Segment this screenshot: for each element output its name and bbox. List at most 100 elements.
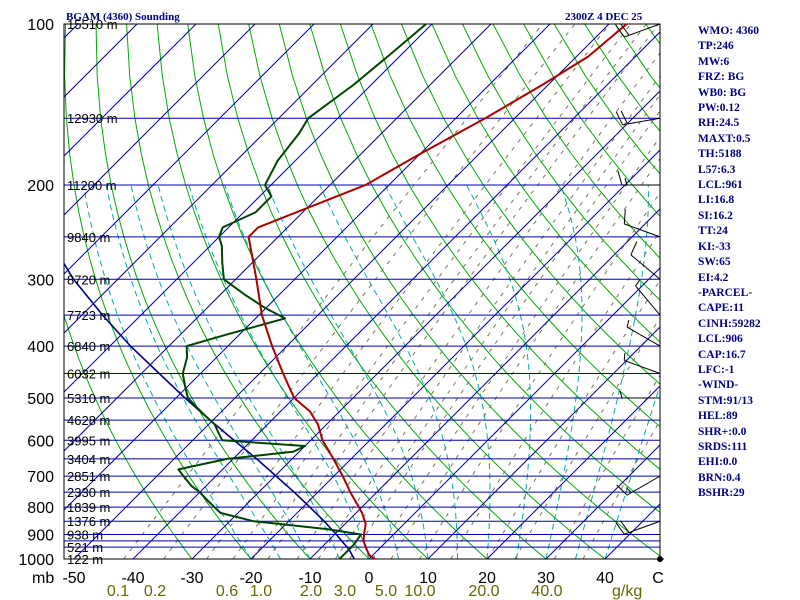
isotherm-line (0, 24, 19, 559)
index-item: LCL:906 (698, 333, 743, 346)
height-label: 9840 m (67, 230, 110, 245)
height-label: 2851 m (67, 469, 110, 484)
height-label: 7723 m (67, 308, 110, 323)
moist-adiabat-line (130, 184, 311, 559)
temperature-tick-label: -40 (121, 570, 144, 587)
mixing-ratio-tick-label: 10.0 (404, 583, 435, 600)
pressure-tick-label: 1000 (18, 552, 54, 569)
temperature-tick-label: 20 (478, 570, 496, 587)
index-item: TT:24 (698, 225, 728, 238)
moist-adiabat-line (224, 184, 399, 559)
isobars (63, 23, 661, 560)
moist-adiabat-line (466, 184, 532, 559)
index-item: MAXT:0.5 (698, 132, 751, 145)
index-item: RH:24.5 (698, 117, 740, 130)
wind-barb-staff (622, 117, 661, 126)
isotherm-line (64, 24, 197, 157)
wind-barb-half-feather (619, 390, 623, 399)
chart-title: BGAM (4360) Sounding (66, 11, 180, 23)
pressure-tick-label: 900 (27, 528, 54, 545)
mixing-ratio-tick-label: 0.2 (144, 583, 166, 600)
pressure-tick-label: 300 (27, 272, 54, 289)
pressure-tick-label: 200 (27, 178, 54, 195)
wind-barb-feather (630, 241, 638, 256)
index-item: -WIND- (698, 379, 739, 392)
index-item: BRN:0.4 (698, 471, 741, 484)
wind-barb-staff (635, 285, 661, 316)
wind-barb-feather (623, 209, 626, 224)
wind-barb-half-feather (624, 177, 628, 186)
height-label: 4628 m (67, 413, 110, 428)
sounding-indices: WMO: 4360 TP:246 MW:6 FRZ: BG WB0: BG PW:0.12… (698, 24, 798, 502)
height-label: 122 m (67, 552, 103, 567)
pressure-tick-label: 100 (27, 17, 54, 34)
temperature-tick-label: 0 (365, 570, 374, 587)
index-item: LFC:-1 (698, 363, 735, 376)
mixing-ratio-unit-label: g/kg (612, 583, 642, 600)
isotherms (0, 24, 660, 559)
isotherm-line (427, 326, 660, 559)
isotherm-line (64, 24, 492, 452)
wind-barb-feather (615, 111, 624, 126)
temperature-tick-label: 30 (537, 570, 555, 587)
wind-barb-feather (620, 23, 630, 36)
wind-barb-feather (617, 170, 623, 186)
index-item: FRZ: BG (698, 71, 745, 84)
pressure-tick-label: 700 (27, 469, 54, 486)
pressure-tick-label: 400 (27, 339, 54, 356)
pressure-tick-label: 600 (27, 433, 54, 450)
temperature-unit-label: C (652, 570, 664, 587)
wind-barb-feather (615, 522, 625, 535)
height-label: 6032 m (67, 366, 110, 381)
wind-barb-staff (624, 360, 661, 374)
index-item: PW:0.12 (698, 102, 740, 115)
isotherm-line (191, 90, 660, 559)
index-item: -PARCEL- (698, 286, 753, 299)
index-item: TH:5188 (698, 148, 742, 161)
index-item: CAP:16.7 (698, 348, 746, 361)
wind-barb-feather (615, 24, 625, 38)
mixing-ratio-tick-label: 0.1 (107, 583, 129, 600)
isotherm-line (64, 24, 315, 275)
isotherm-line (486, 385, 660, 559)
pressure-tick-label: 800 (27, 500, 54, 517)
dry-adiabat-line (217, 24, 547, 559)
height-label: 11200 m (67, 178, 117, 193)
dewpoint-trace (177, 24, 427, 559)
moist-adiabats (83, 184, 660, 559)
wind-barb-half-feather (623, 353, 626, 361)
isotherm-line (64, 24, 256, 216)
wind-barb-staff (624, 223, 661, 238)
index-item: L57:6.3 (698, 163, 736, 176)
temperature-tick-label: 10 (419, 570, 437, 587)
moist-adiabat-line (384, 184, 491, 559)
dry-adiabat-line (309, 24, 660, 514)
mixing-ratio-tick-label: 40.0 (531, 583, 562, 600)
temperature-trace (247, 24, 628, 559)
chart-time: 2300Z 4 DEC 25 (565, 11, 643, 23)
plot-frame (63, 23, 661, 560)
index-item: WMO: 4360 (698, 25, 760, 37)
wind-barb-staff (630, 254, 661, 280)
height-label: 15510 m (67, 17, 118, 32)
dry-adiabat-line (64, 313, 193, 559)
mixing-ratio-tick-label: 0.6 (216, 583, 238, 600)
moist-adiabat-line (105, 185, 281, 559)
height-label: 521 m (67, 540, 103, 555)
height-label: 12930 m (67, 111, 118, 126)
wind-barb-staff (624, 23, 661, 38)
height-label: 3995 m (67, 433, 110, 448)
index-item: SW:65 (698, 256, 731, 269)
index-item: SHR+:0.0 (698, 425, 747, 438)
index-item: HEL:89 (698, 410, 738, 423)
isotherm-line (73, 24, 610, 559)
isotherm-line (132, 31, 660, 559)
index-item: BSHR:29 (698, 487, 745, 500)
pressure-unit-label: mb (32, 570, 54, 587)
height-label: 1839 m (67, 500, 110, 515)
dewpoint-line (177, 24, 427, 559)
wind-barb-feather (616, 484, 628, 496)
mixing-ratio-line (349, 110, 660, 559)
index-item: SRDS:111 (698, 440, 748, 453)
